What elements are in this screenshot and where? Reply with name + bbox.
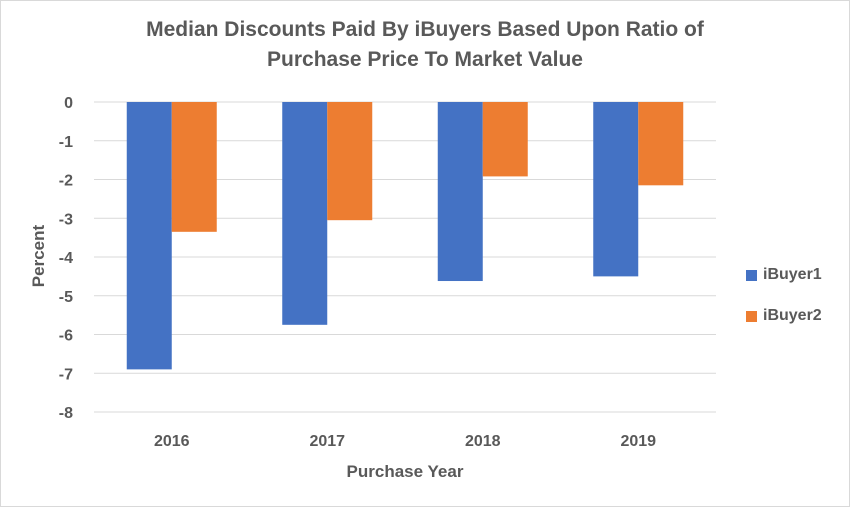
bar-ibuyer1-2018 xyxy=(437,102,483,282)
bars xyxy=(126,102,684,370)
x-tick-label: 2019 xyxy=(620,433,656,450)
legend-item-ibuyer1: iBuyer1 xyxy=(746,263,822,287)
x-axis-ticks: 2016 2017 2018 2019 xyxy=(154,433,656,450)
y-tick-label: 0 xyxy=(64,95,73,112)
legend-swatch xyxy=(746,269,757,281)
y-tick-label: -5 xyxy=(59,289,73,306)
legend-swatch xyxy=(746,310,757,322)
legend-label: iBuyer2 xyxy=(763,307,822,324)
bar-ibuyer2-2018 xyxy=(482,102,528,177)
y-tick-label: -6 xyxy=(59,328,73,345)
y-axis-title: Percent xyxy=(29,224,48,287)
x-axis-title: Purchase Year xyxy=(347,462,464,481)
x-tick-label: 2018 xyxy=(465,433,501,450)
bar-ibuyer1-2016 xyxy=(126,102,172,370)
y-tick-label: -2 xyxy=(59,173,73,190)
y-tick-label: -1 xyxy=(59,134,73,151)
chart-title-line-1: Median Discounts Paid By iBuyers Based U… xyxy=(146,18,704,41)
bar-ibuyer1-2019 xyxy=(593,102,639,277)
chart-title-line-2: Purchase Price To Market Value xyxy=(267,48,583,71)
y-axis-ticks: 0 -1 -2 -3 -4 -5 -6 -7 -8 xyxy=(59,95,73,422)
y-tick-label: -7 xyxy=(59,366,73,383)
chart-title: Median Discounts Paid By iBuyers Based U… xyxy=(1,15,849,75)
y-tick-label: -3 xyxy=(59,211,73,228)
bar-ibuyer2-2017 xyxy=(327,102,373,221)
bar-ibuyer2-2016 xyxy=(171,102,217,232)
y-tick-label: -4 xyxy=(59,250,73,267)
legend: iBuyer1 iBuyer2 xyxy=(746,263,822,345)
x-tick-label: 2016 xyxy=(154,433,190,450)
bar-ibuyer2-2019 xyxy=(638,102,684,186)
bar-ibuyer1-2017 xyxy=(282,102,328,325)
x-tick-label: 2017 xyxy=(309,433,345,450)
y-tick-label: -8 xyxy=(59,405,73,422)
legend-label: iBuyer1 xyxy=(763,266,822,283)
legend-item-ibuyer2: iBuyer2 xyxy=(746,304,822,328)
